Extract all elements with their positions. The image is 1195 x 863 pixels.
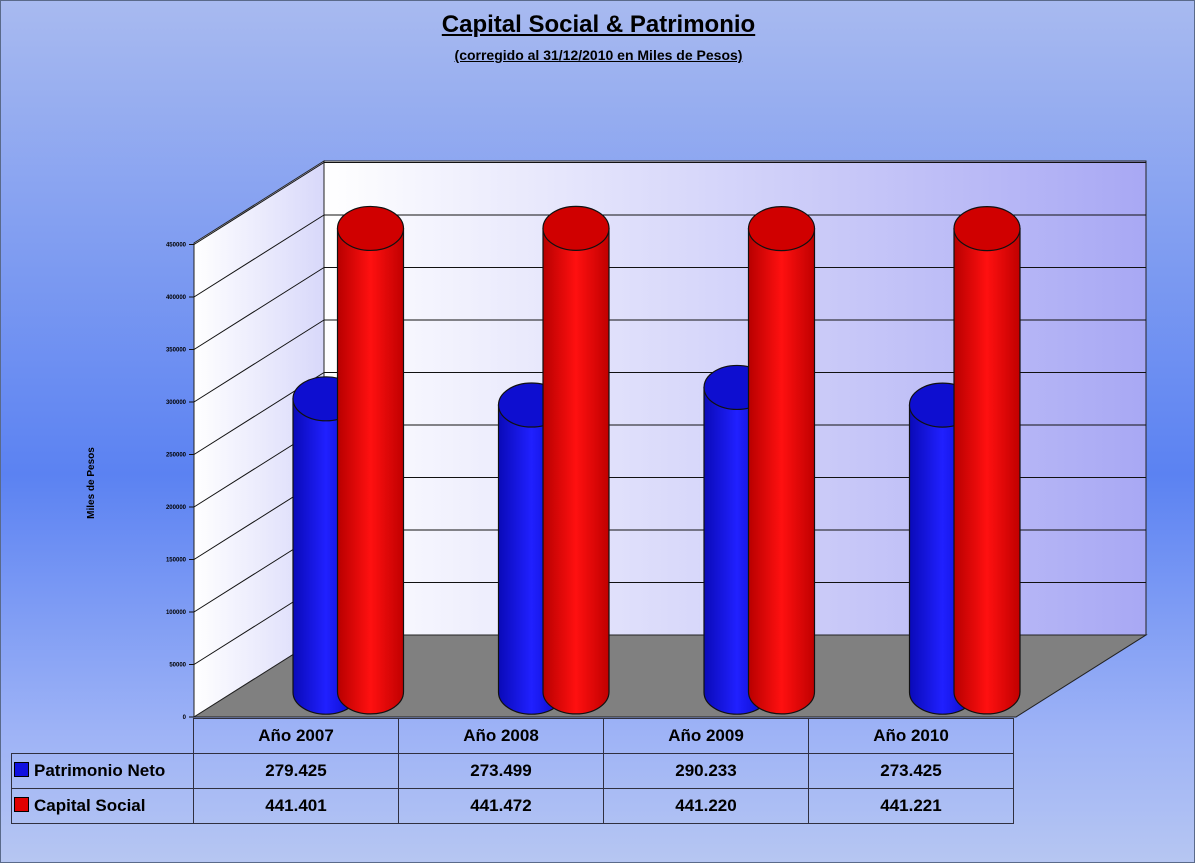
y-tick-label: 400000 xyxy=(166,295,187,301)
y-axis-ticks: 0 50000 100000 150000 200000 250000 300000 3500… xyxy=(166,243,194,721)
bar-capital-top xyxy=(336,205,405,252)
bar-capital-body xyxy=(953,228,1021,715)
table-category: Año 2008 xyxy=(398,718,604,754)
table-cell: 441.401 xyxy=(193,788,399,824)
legend-item-patrimonio: Patrimonio Neto xyxy=(11,753,194,789)
y-tick-label: 350000 xyxy=(166,348,187,354)
table-cell: 441.220 xyxy=(603,788,809,824)
table-cell: 273.425 xyxy=(808,753,1014,789)
table-cell: 441.472 xyxy=(398,788,604,824)
data-table: Año 2007 Año 2008 Año 2009 Año 2010 Patr… xyxy=(11,718,1014,824)
table-row-capital: Capital Social 441.401 441.472 441.220 4… xyxy=(11,788,1014,824)
legend-swatch-red xyxy=(14,797,29,812)
table-header-row: Año 2007 Año 2008 Año 2009 Año 2010 xyxy=(12,718,1014,754)
grid-line xyxy=(193,319,325,403)
bar-capital-body xyxy=(747,228,816,715)
bar-capital-top xyxy=(747,206,816,252)
y-tick-label: 0 xyxy=(183,715,187,721)
legend-swatch-blue xyxy=(14,762,29,777)
table-row-patrimonio: Patrimonio Neto 279.425 273.499 290.233 … xyxy=(11,753,1014,789)
grid-line xyxy=(193,214,325,298)
chart-subtitle: (corregido al 31/12/2010 en Miles de Pes… xyxy=(454,47,743,63)
bar-capital xyxy=(336,205,405,715)
legend-label: Capital Social xyxy=(34,796,146,815)
table-category: Año 2007 xyxy=(193,718,399,754)
bar-capital-body xyxy=(542,227,610,715)
bar-capital-top xyxy=(542,205,610,251)
y-tick-label: 100000 xyxy=(166,610,187,616)
grid-line xyxy=(193,267,325,350)
y-tick-label: 250000 xyxy=(166,453,187,459)
y-axis-label: Miles de Pesos xyxy=(86,447,97,519)
y-tick-label: 450000 xyxy=(166,243,187,249)
bar-capital xyxy=(953,206,1021,715)
table-cell: 441.221 xyxy=(808,788,1014,824)
table-category: Año 2010 xyxy=(808,718,1014,754)
bar-capital xyxy=(747,206,816,715)
y-tick-label: 300000 xyxy=(166,400,187,406)
y-tick-label: 150000 xyxy=(166,558,187,564)
bar-capital-body xyxy=(336,227,405,715)
table-cell: 279.425 xyxy=(193,753,399,789)
y-tick-label: 200000 xyxy=(166,505,187,511)
floor xyxy=(192,634,1148,718)
chart-title: Capital Social & Patrimonio xyxy=(441,11,756,38)
table-category: Año 2009 xyxy=(603,718,809,754)
bar-capital-top xyxy=(953,206,1021,252)
table-cell: 290.233 xyxy=(603,753,809,789)
table-cell: 273.499 xyxy=(398,753,604,789)
legend-label: Patrimonio Neto xyxy=(34,761,166,780)
y-tick-label: 50000 xyxy=(169,663,186,669)
bar-capital xyxy=(542,205,610,715)
bars xyxy=(292,205,1021,715)
legend-item-capital: Capital Social xyxy=(11,788,194,824)
grid-line xyxy=(193,162,325,245)
